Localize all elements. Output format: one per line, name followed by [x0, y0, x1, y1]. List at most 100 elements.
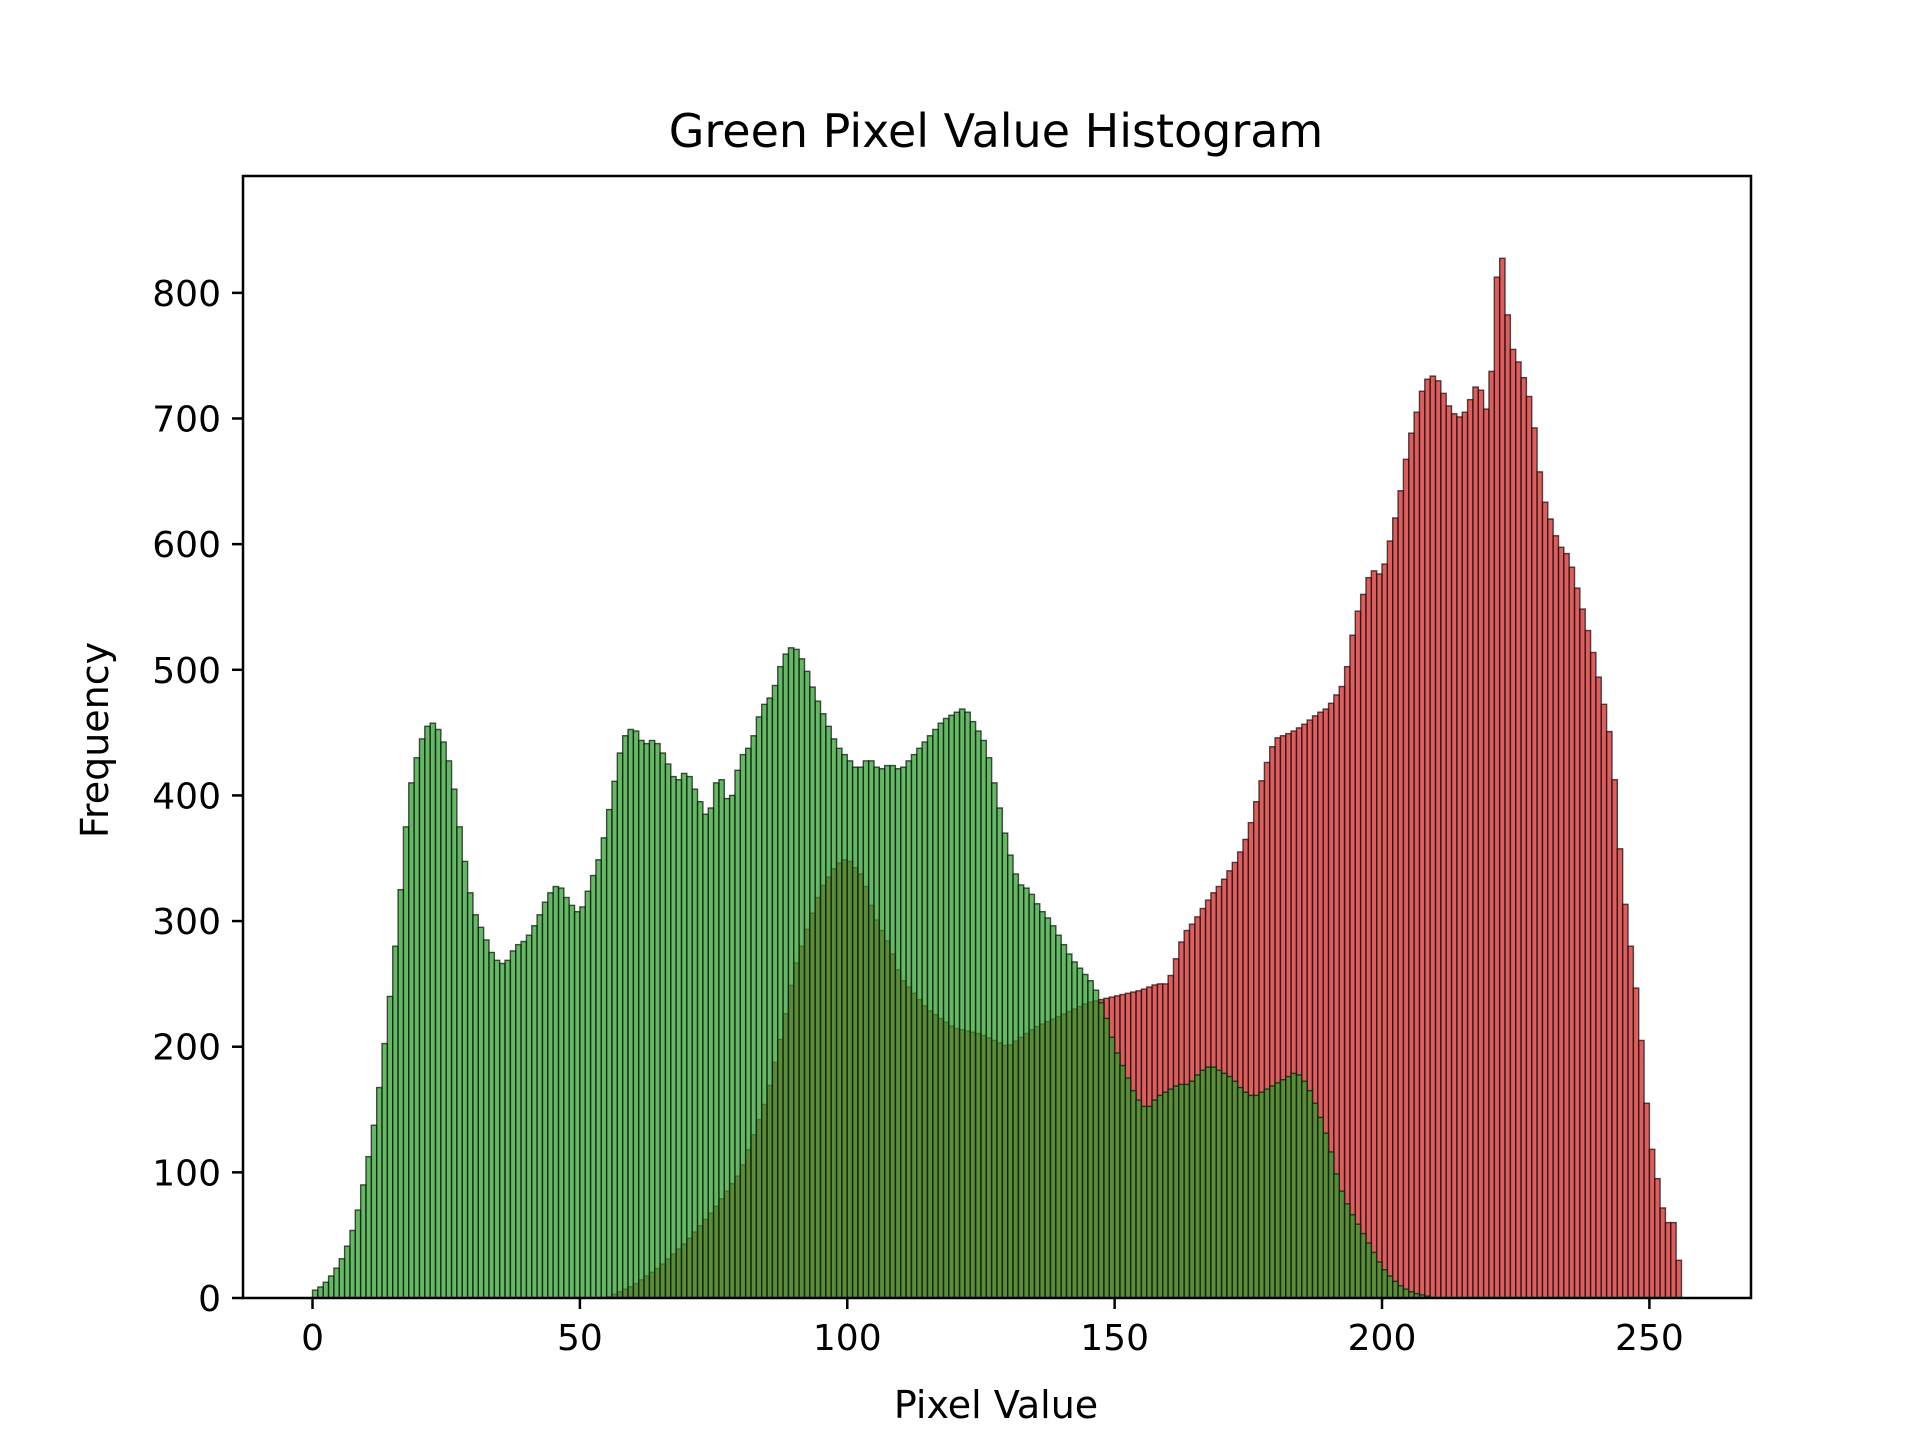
bar-red [1531, 427, 1538, 1299]
bar-green [862, 760, 870, 1299]
bar-red [1605, 730, 1613, 1299]
bar-green [686, 775, 693, 1299]
bar-green [857, 766, 865, 1299]
bar-green [1220, 1072, 1228, 1299]
bar-red [1515, 361, 1522, 1299]
bar-red [1616, 848, 1624, 1299]
y-axis-label: Frequency [73, 642, 117, 838]
bar-green [1039, 910, 1046, 1299]
bar-green [841, 753, 848, 1299]
bar-green [418, 738, 426, 1299]
bar-green [675, 779, 683, 1299]
bar-green [1365, 1242, 1373, 1299]
bar-green [702, 813, 709, 1299]
bar-green [680, 772, 688, 1299]
bar-green [488, 951, 496, 1299]
x-tick-label: 0 [301, 1318, 324, 1359]
bar-green [1103, 1017, 1110, 1299]
bar-green [1402, 1288, 1410, 1299]
bar-green [354, 1209, 362, 1299]
bar-green [525, 934, 533, 1299]
bar-green [1236, 1086, 1244, 1299]
bar-green [477, 926, 485, 1299]
y-tick-label: 100 [152, 1153, 221, 1194]
bar-red [1589, 651, 1597, 1299]
bar-green [867, 760, 875, 1299]
bar-green [547, 892, 554, 1299]
bar-green [744, 747, 752, 1299]
bar-red [1670, 1221, 1677, 1299]
bar-green [616, 752, 624, 1299]
bar-green [1081, 973, 1089, 1299]
bar-green [1156, 1094, 1164, 1299]
bar-green [958, 708, 966, 1299]
bar-green [953, 711, 961, 1299]
bar-green [851, 766, 859, 1299]
bar-green [611, 780, 619, 1299]
bar-green [349, 1229, 357, 1299]
x-axis-label: Pixel Value [894, 1383, 1098, 1427]
plot-frame [241, 174, 1753, 1300]
bar-red [1547, 518, 1554, 1299]
bar-green [1060, 943, 1068, 1299]
bar-green [974, 730, 982, 1299]
bar-green [466, 892, 474, 1299]
bar-green [996, 807, 1004, 1299]
bar-green [1333, 1173, 1340, 1299]
bar-green [1129, 1089, 1137, 1299]
bar-green [1279, 1078, 1287, 1299]
bar-green [835, 747, 843, 1299]
bar-green [621, 735, 629, 1299]
bar-red [1365, 576, 1373, 1299]
bar-green [1199, 1069, 1207, 1299]
bar-red [1498, 257, 1506, 1299]
bar-green [948, 714, 955, 1299]
y-axis-ticks: 0 100 200 300 400 500 600 700 800 [152, 274, 243, 1320]
bar-green [557, 887, 565, 1299]
bar-green [1226, 1075, 1233, 1299]
bar-green [648, 739, 656, 1299]
y-tick-label: 400 [152, 776, 221, 817]
bar-red [1493, 276, 1501, 1299]
bar-green [365, 1155, 373, 1299]
bar-green [803, 670, 811, 1299]
bar-green [878, 768, 886, 1299]
bar-green [440, 741, 447, 1299]
bar-green [434, 728, 442, 1299]
bar-red [1408, 432, 1415, 1299]
x-axis-ticks: 0 50 100 150 200 250 [301, 1298, 1684, 1359]
bar-red [1386, 540, 1394, 1299]
bar-green [830, 738, 838, 1299]
bar-green [691, 788, 699, 1299]
bar-green [916, 747, 923, 1299]
bar-green [755, 716, 763, 1299]
bar-green [595, 859, 602, 1299]
bar-green [926, 735, 934, 1299]
bar-green [825, 725, 832, 1299]
bar-green [1017, 884, 1025, 1299]
bar-green [1188, 1080, 1196, 1299]
bar-red [1621, 903, 1629, 1299]
bar-red [1563, 552, 1570, 1299]
x-tick-label: 100 [813, 1318, 882, 1359]
bar-green [1327, 1151, 1335, 1299]
bar-red [1627, 945, 1635, 1299]
bar-green [552, 885, 560, 1299]
bar-green [1097, 1002, 1105, 1299]
bar-green [819, 713, 827, 1299]
bar-red [1375, 573, 1383, 1299]
bar-green [654, 742, 661, 1299]
bar-green [1140, 1105, 1148, 1299]
bar-green [397, 888, 405, 1299]
chart-title: Green Pixel Value Histogram [669, 104, 1324, 158]
y-tick-label: 700 [152, 399, 221, 440]
bar-green [889, 764, 897, 1299]
bar-green [1055, 934, 1062, 1299]
bar-green [1108, 1036, 1116, 1299]
bar-green [1317, 1116, 1324, 1299]
bar-green [531, 925, 538, 1299]
bar-green [728, 794, 736, 1299]
bar-green [392, 945, 399, 1299]
bar-red [1461, 411, 1469, 1299]
bar-green [664, 763, 672, 1299]
